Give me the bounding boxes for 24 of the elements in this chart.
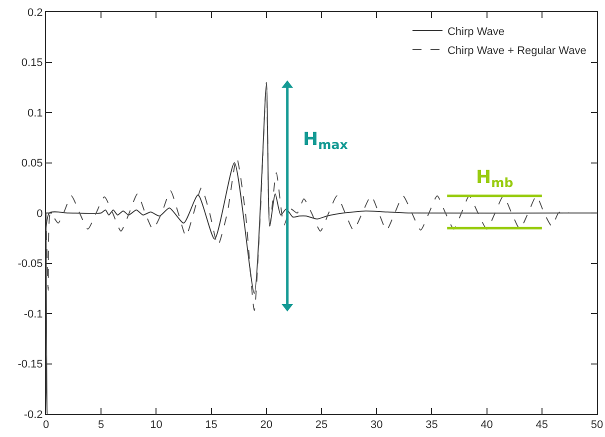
x-tick-label: 10 xyxy=(150,419,162,432)
x-tick-label: 20 xyxy=(260,419,273,432)
annotation: H$_{max}$ xyxy=(303,129,348,152)
x-tick-label: 5 xyxy=(98,419,104,432)
y-tick-label: -0.05 xyxy=(18,258,43,270)
annotation: H$_{mb}$ xyxy=(476,167,514,190)
x-tick-label: 50 xyxy=(590,419,604,432)
y-tick-label: 0.1 xyxy=(28,107,43,120)
x-tick-label: 15 xyxy=(205,419,218,432)
x-tick-label: 40 xyxy=(480,419,493,432)
x-tick-label: 25 xyxy=(315,419,328,432)
y-tick-label: -0.2 xyxy=(24,408,43,421)
legend-label: Chirp Wave + Regular Wave xyxy=(447,44,586,57)
legend-label: Chirp Wave xyxy=(447,26,505,38)
line-series xyxy=(46,82,570,311)
y-tick-label: 0 xyxy=(36,208,43,220)
x-tick-label: 30 xyxy=(370,419,383,432)
y-tick-label: 0.2 xyxy=(28,6,43,19)
x-tick-label: 45 xyxy=(536,419,548,432)
y-tick-label: -0.1 xyxy=(24,308,43,320)
y-tick-label: -0.15 xyxy=(18,358,43,371)
y-tick-label: 0.15 xyxy=(21,57,43,70)
y-tick-label: 0.05 xyxy=(21,158,43,170)
x-tick-label: 35 xyxy=(426,419,438,432)
